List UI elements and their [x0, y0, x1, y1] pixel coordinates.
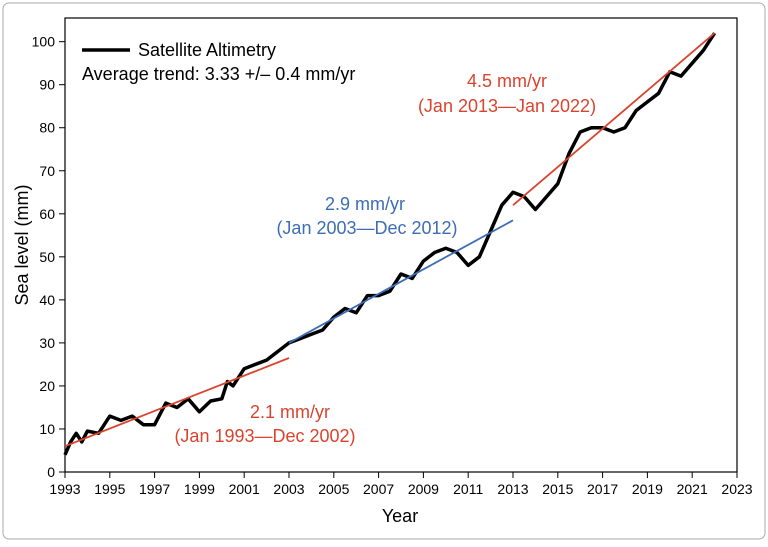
y-tick-label: 50 — [39, 249, 55, 265]
legend-subtitle: Average trend: 3.33 +/– 0.4 mm/yr — [82, 64, 355, 84]
y-axis-label: Sea level (mm) — [12, 184, 32, 305]
x-tick-label: 2013 — [497, 481, 528, 497]
y-tick-label: 30 — [39, 335, 55, 351]
trend-line — [64, 357, 290, 448]
x-tick-label: 2015 — [542, 481, 573, 497]
y-tick-label: 70 — [39, 163, 55, 179]
x-tick-label: 2019 — [632, 481, 663, 497]
y-tick-label: 20 — [39, 378, 55, 394]
x-tick-label: 1993 — [49, 481, 80, 497]
x-tick-label: 2003 — [273, 481, 304, 497]
trend-period: (Jan 2003—Dec 2012) — [276, 218, 457, 238]
plot-area — [64, 17, 738, 473]
x-tick-label: 1995 — [94, 481, 125, 497]
x-tick-label: 1997 — [139, 481, 170, 497]
legend-label: Satellite Altimetry — [138, 40, 276, 60]
y-tick-label: 60 — [39, 206, 55, 222]
x-tick-label: 2005 — [318, 481, 349, 497]
y-tick-label: 40 — [39, 292, 55, 308]
x-tick-label: 2017 — [587, 481, 618, 497]
trend-label: 4.5 mm/yr — [467, 71, 547, 91]
data-line — [63, 32, 717, 456]
x-tick-label: 2009 — [408, 481, 439, 497]
x-tick-label: 2007 — [363, 481, 394, 497]
trend-period: (Jan 1993—Dec 2002) — [174, 426, 355, 446]
x-tick-label: 2011 — [453, 481, 483, 497]
trend-label: 2.1 mm/yr — [250, 402, 330, 422]
trend-label: 2.9 mm/yr — [325, 194, 405, 214]
x-tick-label: 2021 — [677, 481, 708, 497]
y-tick-label: 90 — [39, 77, 55, 93]
trend-line — [512, 32, 716, 206]
y-tick-label: 80 — [39, 120, 55, 136]
x-tick-label: 2001 — [229, 481, 260, 497]
x-axis-label: Year — [382, 506, 418, 526]
x-tick-label: 1999 — [184, 481, 215, 497]
trend-period: (Jan 2013—Jan 2022) — [418, 96, 596, 116]
y-tick-label: 100 — [32, 34, 56, 50]
y-tick-label: 0 — [47, 464, 55, 480]
x-tick-label: 2023 — [721, 481, 752, 497]
y-tick-label: 10 — [39, 421, 55, 437]
trend-line — [288, 219, 514, 344]
